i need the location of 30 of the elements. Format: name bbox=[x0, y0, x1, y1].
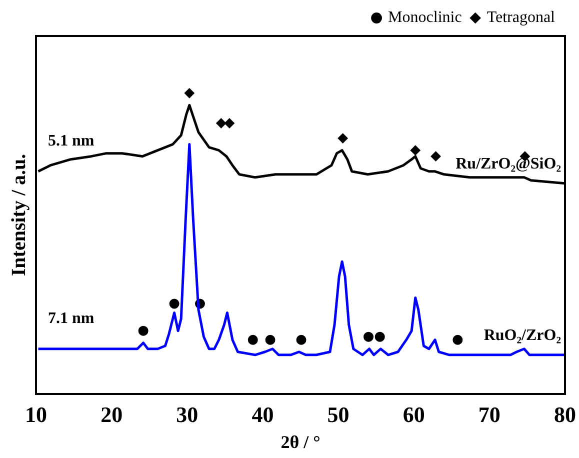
x-axis-title: 2θ / ° bbox=[280, 432, 320, 452]
point bbox=[138, 326, 148, 336]
point bbox=[452, 334, 463, 345]
point bbox=[410, 145, 420, 156]
annotation: 5.1 nm bbox=[48, 132, 95, 150]
x-tick-label: 70 bbox=[478, 402, 500, 427]
x-tick-label: 30 bbox=[176, 402, 198, 427]
point bbox=[430, 151, 441, 162]
legend-label: Tetragonal bbox=[486, 9, 556, 26]
x-tick-label: 50 bbox=[327, 402, 350, 427]
point bbox=[184, 88, 194, 98]
x-tick-label: 60 bbox=[402, 402, 425, 427]
x-tick-label: 80 bbox=[554, 402, 576, 427]
point bbox=[224, 118, 234, 128]
series-label: RuO₂/ZrO₂ bbox=[484, 327, 562, 344]
y-axis-title: Intensity / a.u. bbox=[8, 154, 30, 276]
x-tick-label: 10 bbox=[25, 402, 47, 427]
point bbox=[265, 334, 276, 345]
point bbox=[338, 133, 348, 144]
point bbox=[296, 334, 306, 345]
point bbox=[248, 334, 258, 345]
point bbox=[169, 298, 180, 309]
point bbox=[364, 332, 374, 342]
legend-label: Monoclinic bbox=[388, 9, 462, 26]
point bbox=[374, 332, 385, 342]
x-tick-label: 40 bbox=[252, 402, 274, 427]
series-label: Ru/ZrO₂@SiO₂ bbox=[456, 156, 562, 173]
point bbox=[216, 118, 226, 128]
x-tick-label: 20 bbox=[100, 402, 123, 427]
annotation: 7.1 nm bbox=[48, 310, 95, 328]
